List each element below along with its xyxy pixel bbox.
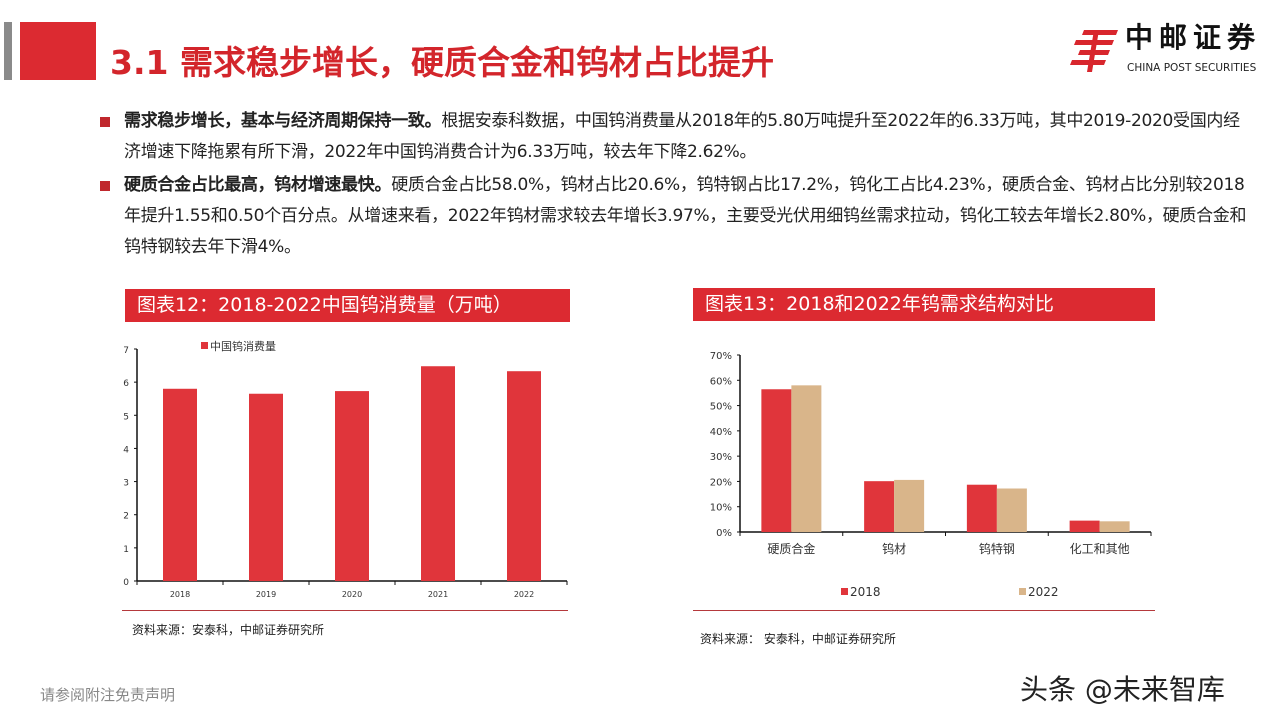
- y-tick-label: 10%: [710, 503, 732, 514]
- chart2-source: 资料来源： 安泰科，中邮证券研究所: [700, 632, 896, 646]
- bar-中国钨消费量-2020: [335, 391, 369, 581]
- bullet-square-icon: [100, 181, 110, 191]
- x-tick-label: 2022: [514, 590, 534, 599]
- bullet-item: 需求稳步增长，基本与经济周期保持一致。根据安泰科数据，中国钨消费量从2018年的…: [100, 106, 1250, 168]
- y-tick-label: 5: [123, 412, 129, 422]
- y-tick-label: 7: [123, 346, 129, 356]
- y-tick-label: 50%: [710, 402, 732, 413]
- legend-swatch: [201, 342, 208, 349]
- logo-mark-icon: [1070, 30, 1118, 72]
- bullet-lead: 需求稳步增长，基本与经济周期保持一致。: [124, 111, 442, 131]
- x-tick-label: 2019: [256, 590, 276, 599]
- bullet-text: 根据安泰科数据，中国钨消费量从2018年的5.80万吨提升至2022年的6.33…: [124, 111, 1240, 162]
- bar-中国钨消费量-2021: [421, 366, 455, 581]
- bar-2018-钨材: [864, 481, 895, 532]
- bar-中国钨消费量-2018: [163, 388, 197, 581]
- y-tick-label: 6: [123, 379, 129, 389]
- logo-chinese-name: 中邮证券: [1125, 21, 1262, 54]
- bar-2022-硬质合金: [791, 385, 822, 532]
- bar-中国钨消费量-2019: [249, 393, 283, 581]
- x-tick-label: 2021: [428, 590, 448, 599]
- disclaimer-footer: 请参阅附注免责声明: [40, 686, 176, 704]
- bullet-text: 硬质合金占比58.0%，钨材占比20.6%，钨特钢占比17.2%，钨化工占比4.…: [124, 175, 1247, 257]
- title-red-block: [20, 22, 96, 80]
- bullet-list: 需求稳步增长，基本与经济周期保持一致。根据安泰科数据，中国钨消费量从2018年的…: [100, 106, 1250, 265]
- y-tick-label: 2: [123, 512, 129, 522]
- title-accent-bar: [4, 22, 12, 80]
- logo-english-name: CHINA POST SECURITIES: [1127, 62, 1257, 74]
- y-tick-label: 20%: [710, 477, 732, 488]
- bar-2022-钨特钢: [996, 488, 1027, 532]
- legend-label: 2018: [850, 585, 881, 599]
- y-tick-label: 30%: [710, 452, 732, 463]
- bar-2022-化工和其他: [1099, 521, 1130, 532]
- y-tick-label: 3: [123, 479, 129, 489]
- bullet-item: 硬质合金占比最高，钨材增速最快。硬质合金占比58.0%，钨材占比20.6%，钨特…: [100, 170, 1250, 263]
- x-tick-label: 化工和其他: [1070, 542, 1130, 556]
- y-tick-label: 0%: [716, 528, 732, 539]
- watermark: 头条 @未来智库: [1020, 673, 1225, 706]
- y-tick-label: 0: [123, 578, 129, 588]
- legend-label: 2022: [1028, 585, 1059, 599]
- chart1-consumption: 0 1 2 3 4 5 6 7 2018 2019 2020 2021 2022 中国钨消费量: [123, 339, 568, 599]
- divider: [693, 610, 1155, 611]
- x-tick-label: 硬质合金: [767, 541, 815, 556]
- bullet-square-icon: [100, 117, 110, 127]
- chart2-structure: 0% 10% 20% 30% 40% 50% 60% 70% 硬质合金 钨材 钨特钢 化工和其他 201…: [710, 351, 1152, 599]
- bar-中国钨消费量-2022: [507, 371, 541, 581]
- legend-swatch: [1019, 588, 1026, 595]
- y-tick-label: 4: [123, 445, 129, 455]
- chart2-header: 图表13：2018和2022年钨需求结构对比: [693, 288, 1155, 321]
- y-tick-label: 70%: [710, 351, 732, 362]
- y-tick-label: 1: [123, 545, 129, 555]
- legend-label: 中国钨消费量: [210, 339, 276, 353]
- divider: [122, 610, 568, 611]
- bar-2022-钨材: [894, 479, 925, 532]
- bar-2018-钨特钢: [966, 484, 997, 532]
- chart1-source: 资料来源：安泰科，中邮证券研究所: [132, 623, 325, 637]
- y-tick-label: 60%: [710, 376, 732, 387]
- chart1-header: 图表12：2018-2022中国钨消费量（万吨）: [125, 289, 570, 322]
- x-tick-label: 2020: [342, 590, 362, 599]
- x-tick-label: 钨材: [882, 541, 906, 556]
- legend-swatch: [841, 588, 848, 595]
- page-title: 3.1 需求稳步增长，硬质合金和钨材占比提升: [110, 43, 774, 82]
- y-tick-label: 40%: [710, 427, 732, 438]
- bullet-lead: 硬质合金占比最高，钨材增速最快。: [124, 175, 392, 195]
- bar-2018-化工和其他: [1069, 520, 1100, 532]
- x-tick-label: 2018: [170, 590, 190, 599]
- company-logo: 中邮证券 CHINA POST SECURITIES: [1070, 22, 1275, 78]
- x-tick-label: 钨特钢: [979, 541, 1015, 556]
- bar-2018-硬质合金: [761, 389, 792, 532]
